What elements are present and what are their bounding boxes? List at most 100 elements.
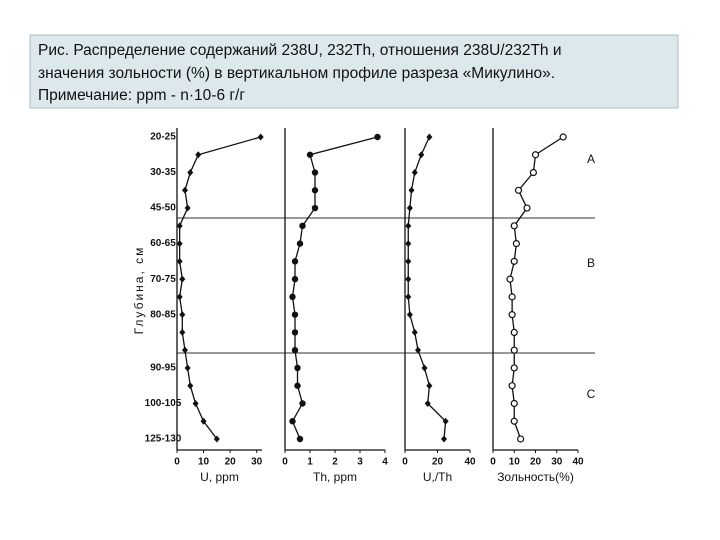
data-point	[184, 364, 191, 372]
data-point	[187, 382, 194, 390]
data-point	[510, 257, 518, 265]
data-point	[424, 399, 431, 407]
data-point	[523, 204, 531, 212]
x-tick-label: 10	[509, 457, 521, 468]
depth-label: 30-35	[150, 167, 176, 178]
caption-line: значения зольности (%) в вертикальном пр…	[38, 65, 555, 82]
zone-label: A	[587, 152, 595, 166]
data-point	[294, 382, 301, 389]
data-point	[406, 311, 413, 319]
data-point	[514, 186, 523, 194]
data-point	[406, 204, 413, 212]
caption-box	[29, 34, 679, 109]
data-point	[512, 239, 520, 248]
x-tick-label: 3	[357, 457, 363, 468]
data-point	[181, 346, 188, 354]
x-tick-label: 0	[490, 457, 496, 468]
data-point	[311, 169, 319, 176]
data-point	[179, 328, 186, 336]
data-point	[184, 204, 191, 212]
x-tick-label: 1	[307, 457, 313, 468]
data-point	[289, 418, 296, 425]
depth-label: 125-130	[145, 434, 182, 445]
data-point	[299, 222, 306, 230]
data-line	[291, 136, 378, 440]
data-point	[374, 133, 381, 141]
data-point	[291, 346, 299, 354]
x-axis-label: Зольность(%)	[497, 470, 574, 484]
data-point	[510, 328, 518, 337]
depth-label: 100-105	[145, 398, 182, 409]
depth-label: 80-85	[150, 309, 176, 320]
x-axis-label: U, ppm	[200, 470, 239, 484]
data-point	[411, 169, 418, 177]
zone-label: C	[587, 387, 596, 401]
data-point	[181, 186, 188, 194]
x-tick-label: 0	[174, 457, 180, 468]
data-point	[176, 222, 183, 230]
data-point	[517, 435, 525, 443]
data-point	[176, 240, 183, 248]
x-tick-label: 20	[530, 457, 542, 468]
data-point	[405, 293, 412, 301]
data-point	[510, 364, 518, 372]
x-tick-label: 4	[382, 457, 388, 468]
depth-label: 45-50	[150, 203, 176, 214]
depth-label: 70-75	[150, 274, 176, 285]
data-point	[441, 435, 447, 443]
data-point	[176, 257, 183, 265]
x-tick-label: 20	[225, 457, 237, 468]
data-point	[179, 275, 186, 283]
x-tick-label: 20	[432, 457, 444, 468]
data-point	[508, 382, 516, 390]
x-tick-label: 0	[402, 457, 408, 468]
data-point	[289, 293, 296, 301]
data-point	[408, 186, 415, 194]
data-point	[442, 417, 449, 425]
data-point	[421, 364, 428, 372]
data-point	[508, 293, 516, 301]
x-tick-label: 10	[198, 457, 210, 468]
data-point	[418, 151, 425, 159]
data-point	[405, 275, 412, 283]
data-point	[510, 222, 518, 230]
data-point	[405, 222, 412, 230]
data-point	[213, 435, 220, 443]
data-point	[510, 399, 518, 408]
data-point	[411, 328, 418, 336]
data-point	[311, 187, 319, 194]
data-line	[407, 136, 447, 440]
data-point	[311, 204, 319, 212]
depth-label: 20-25	[150, 132, 176, 143]
data-point	[529, 168, 537, 177]
data-point	[299, 400, 306, 407]
data-point	[179, 311, 186, 319]
x-tick-label: 40	[572, 457, 584, 468]
data-point	[405, 240, 412, 248]
data-point	[192, 399, 199, 407]
caption-line: Примечание: ppm - n·10-6 г/г	[38, 87, 245, 104]
zone-label: B	[587, 256, 595, 270]
data-point	[506, 275, 514, 283]
data-point	[426, 133, 433, 141]
depth-label: 90-95	[150, 363, 176, 374]
data-point	[306, 151, 314, 158]
x-tick-label: 2	[332, 457, 338, 468]
caption-line: Рис. Распределение содержаний 238U, 232T…	[38, 42, 562, 59]
data-point	[510, 417, 518, 425]
data-point	[257, 133, 264, 141]
y-axis-label: Глубина, см	[132, 246, 146, 335]
data-point	[195, 151, 202, 159]
data-point	[296, 435, 304, 443]
data-point	[294, 364, 301, 372]
data-point	[176, 293, 183, 301]
x-axis-label: U,/Th	[423, 470, 452, 484]
data-point	[200, 417, 207, 425]
x-tick-label: 40	[464, 457, 476, 468]
data-point	[291, 311, 299, 318]
data-point	[531, 151, 540, 159]
data-point	[405, 257, 412, 265]
data-point	[510, 346, 518, 354]
data-point	[291, 329, 299, 336]
